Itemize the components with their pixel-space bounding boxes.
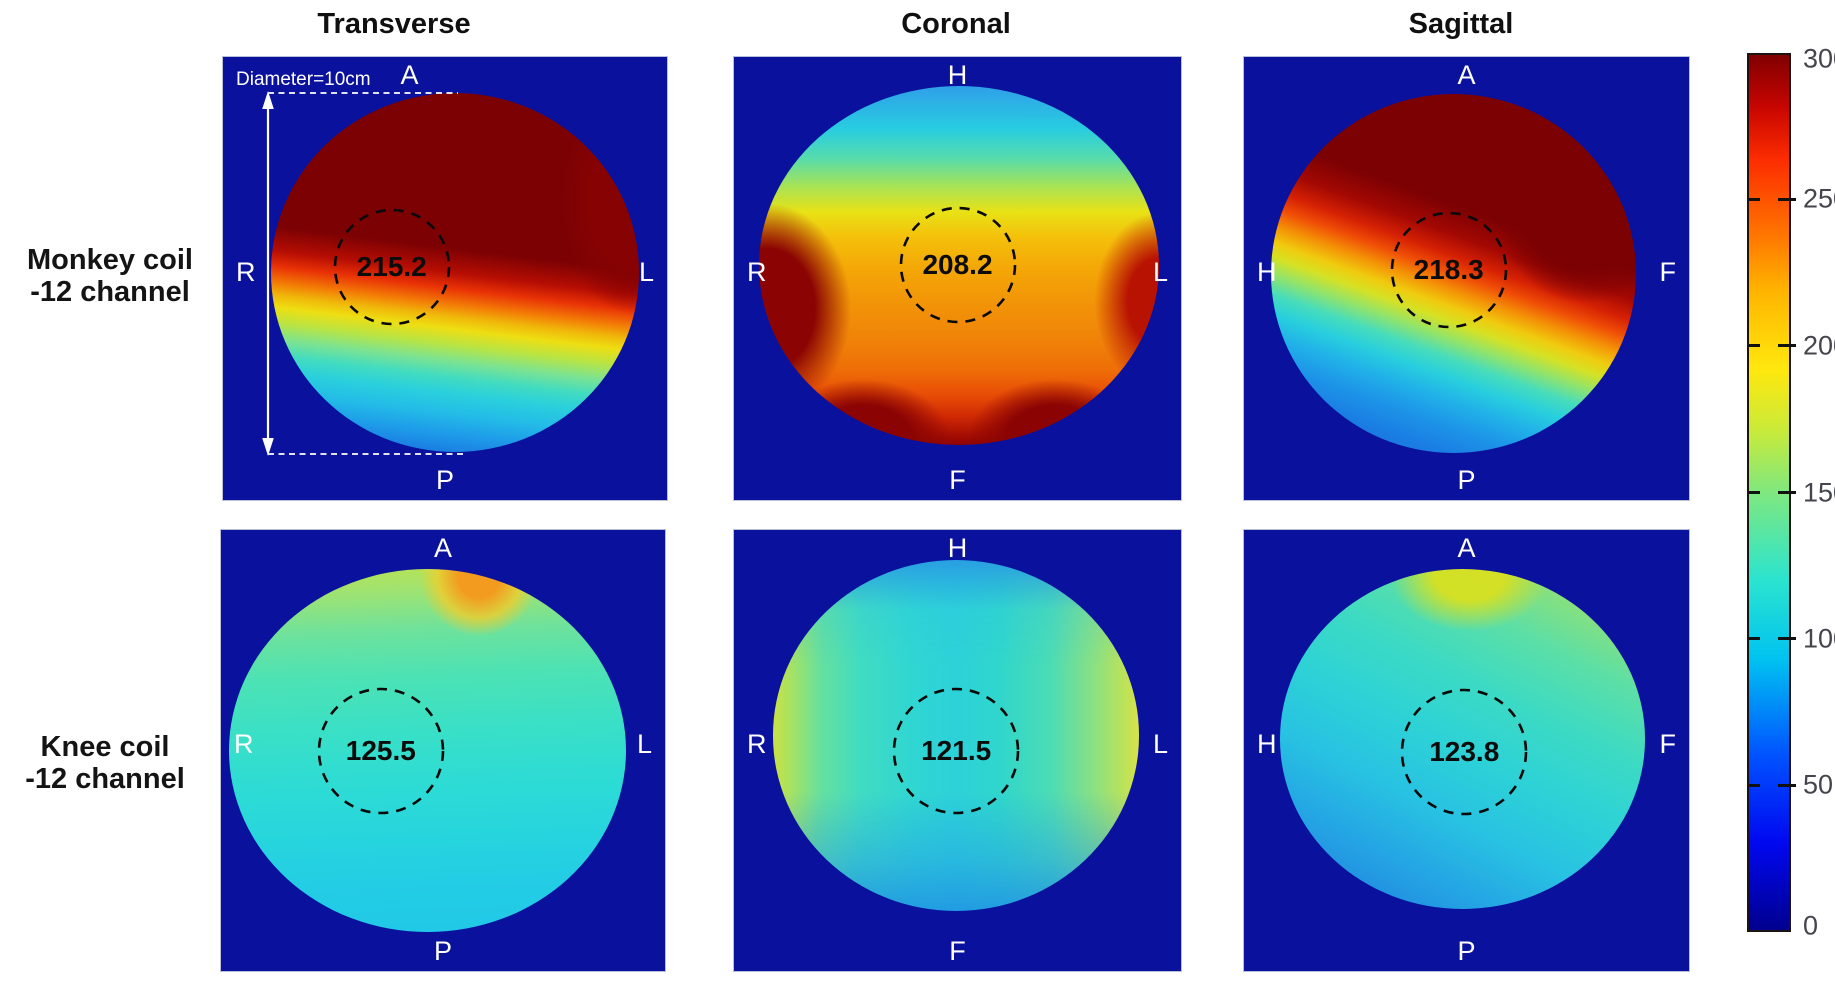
colorbar-tick [1778,198,1796,201]
column-title-coronal: Coronal [901,8,1011,40]
roi-dashed-ring [317,687,445,814]
orientation-label-top: A [1457,533,1476,563]
orientation-label-left: R [236,256,256,287]
colorbar: 300 250 200 150 100 50 0 [1747,44,1835,941]
orientation-label-left: H [1257,728,1277,759]
orientation-label-left: R [747,728,767,759]
colorbar-tick [1778,491,1796,494]
column-title-sagittal: Sagittal [1408,8,1514,40]
panel-monkey-sagittal: A P H F 218.3 [1243,56,1690,501]
roi-value: 208.2 [922,249,993,281]
colorbar-tick-label: 50 [1803,769,1834,800]
phantom-heatmap-knee-coronal [772,560,1140,912]
orientation-label-bottom: P [435,465,455,495]
row-label-monkey-line2: -12 channel [30,276,190,308]
orientation-label-bottom: P [1457,465,1476,495]
colorbar-tick-label: 100 [1803,623,1835,654]
colorbar-tick-label: 250 [1803,183,1835,214]
panel-knee-sagittal: A P H F 123.8 [1243,529,1690,972]
colorbar-tick [1749,344,1760,347]
orientation-label-left: H [1257,256,1277,287]
row-label-knee-coil: Knee coil -12 channel [0,731,220,795]
phantom-heatmap-monkey-coronal [759,85,1160,445]
orientation-label-bottom: P [433,936,453,966]
orientation-label-top: A [400,60,419,90]
colorbar-tick [1749,637,1760,640]
column-title-transverse: Transverse [317,8,471,40]
orientation-label-bottom: F [949,465,966,495]
orientation-label-right: L [638,256,654,287]
row-label-monkey-line1: Monkey coil [27,244,193,276]
colorbar-tick [1749,784,1760,787]
roi-value: 121.5 [921,734,992,766]
phantom-heatmap-knee-sagittal [1280,569,1646,909]
row-label-knee-line1: Knee coil [40,731,170,763]
diameter-annotation: Diameter=10cm [236,69,371,90]
panel-monkey-transverse: Diameter=10cm A P R L 215.2 [222,56,668,501]
row-label-knee-line2: -12 channel [25,763,185,795]
phantom-heatmap-monkey-sagittal [1270,93,1636,453]
roi-circle: 121.5 [891,686,1021,816]
orientation-label-right: L [636,728,652,759]
roi-dashed-ring [1390,211,1507,328]
orientation-label-left: R [234,728,254,759]
roi-circle: 218.3 [1389,210,1509,330]
colorbar-tick [1778,637,1796,640]
orientation-label-right: F [1659,728,1677,759]
orientation-label-top: H [947,60,968,90]
roi-dashed-ring [892,687,1020,814]
roi-value: 123.8 [1429,735,1500,767]
colorbar-tick-label: 150 [1803,477,1835,508]
orientation-label-top: A [433,533,453,563]
roi-circle: 125.5 [316,686,446,816]
panel-monkey-coronal: H F R L 208.2 [733,56,1182,501]
row-label-monkey-coil: Monkey coil -12 channel [0,244,225,308]
orientation-label-right: F [1659,256,1677,287]
orientation-label-left: R [747,256,767,287]
phantom-heatmap-monkey-transverse [270,93,640,453]
colorbar-tick [1749,198,1760,201]
phantom-heatmap-knee-transverse [228,568,626,933]
roi-dashed-ring [333,209,451,326]
orientation-label-top: H [947,533,968,563]
colorbar-tick-label: 0 [1803,910,1819,941]
diameter-arrow [262,91,463,456]
colorbar-tick [1749,491,1760,494]
orientation-label-top: A [1457,60,1476,90]
roi-circle: 208.2 [898,205,1018,325]
colorbar-tick-label: 200 [1803,330,1835,361]
roi-value: 218.3 [1413,253,1484,285]
roi-value: 125.5 [345,734,416,766]
orientation-label-bottom: F [949,936,966,966]
roi-value: 215.2 [356,251,427,283]
roi-circle: 123.8 [1399,687,1529,817]
roi-dashed-ring [1400,688,1528,816]
panel-knee-coronal: H F R L 121.5 [733,529,1182,972]
orientation-label-right: L [1152,256,1168,287]
orientation-label-right: L [1152,728,1168,759]
orientation-label-bottom: P [1457,936,1476,966]
colorbar-tick [1778,784,1796,787]
colorbar-tick-label: 300 [1803,43,1835,74]
colorbar-tick [1778,344,1796,347]
roi-circle: 215.2 [332,207,452,327]
roi-dashed-ring [899,206,1016,324]
panel-knee-transverse: A P R L 125.5 [220,529,666,972]
